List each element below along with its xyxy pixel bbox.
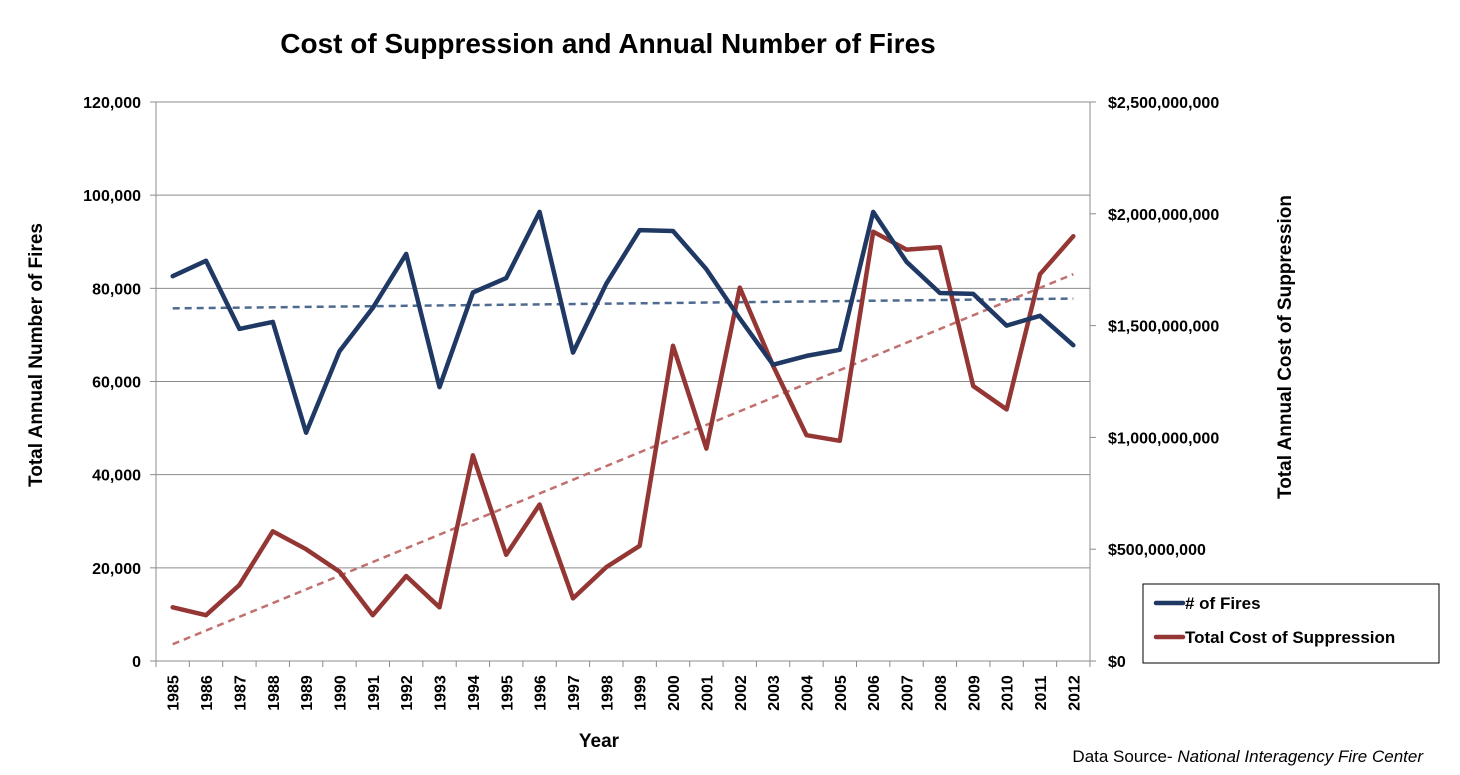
data-source-name: National Interagency Fire Center <box>1177 747 1424 766</box>
x-tick-label: 1985 <box>166 675 183 711</box>
left-tick-label: 20,000 <box>92 561 141 578</box>
data-source-prefix: Data Source- <box>1072 747 1177 766</box>
legend-label-fires: # of Fires <box>1185 594 1261 613</box>
left-tick-label: 100,000 <box>83 188 141 205</box>
trendline <box>173 274 1074 644</box>
right-tick-label: $1,000,000,000 <box>1108 430 1219 447</box>
left-tick-label: 60,000 <box>92 375 141 392</box>
x-tick-label: 2012 <box>1066 675 1083 711</box>
x-tick-label: 1990 <box>332 675 349 711</box>
left-tick-label: 120,000 <box>83 95 141 112</box>
left-tick-label: 80,000 <box>92 281 141 298</box>
x-tick-label: 1997 <box>566 675 583 711</box>
x-tick-label: 2011 <box>1033 676 1050 711</box>
x-tick-label: 1986 <box>199 675 216 711</box>
right-axis-title: Total Annual Cost of Suppression <box>1275 195 1296 499</box>
x-tick-label: 2000 <box>666 675 683 711</box>
x-tick-label: 2005 <box>833 675 850 711</box>
x-tick-label: 1994 <box>466 675 483 711</box>
right-tick-label: $500,000,000 <box>1108 542 1206 559</box>
x-tick-label: 1998 <box>599 675 616 711</box>
series-line-fires <box>173 212 1074 433</box>
x-tick-label: 1996 <box>533 675 550 711</box>
x-tick-label: 2003 <box>766 675 783 711</box>
right-tick-label: $0 <box>1108 654 1126 671</box>
x-axis-ticks: 1985 1986 1987 1988 1989 1990 1991 1992 1993 1994… <box>156 661 1090 711</box>
legend-label-cost: Total Cost of Suppression <box>1185 628 1395 647</box>
left-tick-label: 40,000 <box>92 468 141 485</box>
x-tick-label: 1991 <box>366 675 383 711</box>
x-tick-label: 2007 <box>900 675 917 711</box>
x-tick-label: 2004 <box>799 675 816 711</box>
x-tick-label: 2002 <box>733 675 750 711</box>
left-tick-label: 0 <box>132 654 141 671</box>
x-tick-label: 1995 <box>499 675 516 711</box>
x-tick-label: 1987 <box>232 675 249 711</box>
x-tick-label: 1993 <box>433 675 450 711</box>
x-tick-label: 2001 <box>699 675 716 711</box>
series-lines <box>173 212 1074 615</box>
trendline <box>173 299 1074 309</box>
data-source-note: Data Source- National Interagency Fire C… <box>1072 747 1424 766</box>
x-tick-label: 1988 <box>266 675 283 711</box>
x-tick-label: 2008 <box>933 675 950 711</box>
right-tick-label: $2,000,000,000 <box>1108 207 1219 224</box>
x-tick-label: 1999 <box>633 675 650 711</box>
x-tick-label: 2010 <box>1000 675 1017 711</box>
left-axis-ticks: 0 20,000 40,000 60,000 80,000 100,000 120,000 <box>83 95 156 671</box>
x-tick-label: 2006 <box>866 675 883 711</box>
x-tick-label: 1992 <box>399 675 416 711</box>
x-tick-label: 1989 <box>299 675 316 711</box>
left-axis-title: Total Annual Number of Fires <box>26 223 47 487</box>
grid-lines <box>156 102 1090 568</box>
trendlines <box>173 274 1074 644</box>
right-tick-label: $2,500,000,000 <box>1108 95 1219 112</box>
x-axis-title: Year <box>579 731 620 752</box>
chart-title: Cost of Suppression and Annual Number of… <box>280 28 935 59</box>
x-tick-label: 2009 <box>966 675 983 711</box>
right-tick-label: $1,500,000,000 <box>1108 319 1219 336</box>
legend: # of Fires Total Cost of Suppression <box>1143 584 1439 663</box>
